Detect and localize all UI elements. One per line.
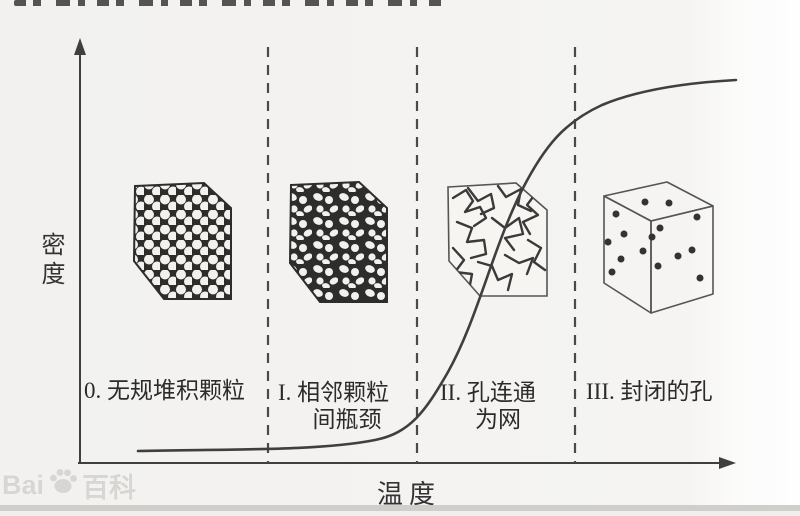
region-3-label-line1: III. 封闭的孔 (586, 379, 713, 404)
inset-cube-stage1-necked-particles (288, 180, 388, 303)
density-curve (136, 78, 738, 453)
region-1-label-line1: I. 相邻颗粒 (278, 380, 390, 405)
region-2-label-line1: II. 孔连通 (440, 380, 536, 405)
region-1-label: I. 相邻颗粒 间瓶颈 (278, 379, 416, 433)
y-axis-label: 密度 (37, 232, 63, 290)
region-0-label: 0. 无规堆积颗粒 (84, 377, 245, 404)
inset-cube-stage0-packed-particles (132, 181, 232, 300)
region-1-label-line2: 间瓶颈 (312, 407, 382, 432)
region-2-label-line2: 为网 (475, 407, 521, 432)
page-bottom-edge-line (0, 505, 800, 511)
plot-axes (78, 44, 730, 464)
y-axis-arrowhead (74, 38, 86, 55)
baidu-paw-icon (47, 466, 79, 505)
watermark-baidu-baike: Bai 百科 (2, 466, 136, 505)
x-axis-label: 温度 (377, 480, 442, 509)
region-0-label-line1: 0. 无规堆积颗粒 (84, 378, 245, 403)
watermark-prefix: Bai (2, 470, 45, 500)
x-axis-arrowhead (719, 457, 736, 469)
region-3-label: III. 封闭的孔 (586, 378, 712, 405)
inset-cube-stage3-closed-pores (603, 181, 714, 314)
page-below-edge-area (0, 511, 800, 516)
watermark-suffix: 百科 (82, 473, 137, 503)
inset-cube-stage2-pore-network (447, 182, 548, 297)
region-2-label: II. 孔连通 为网 (440, 379, 556, 433)
cropped-title-strip (14, 0, 446, 6)
